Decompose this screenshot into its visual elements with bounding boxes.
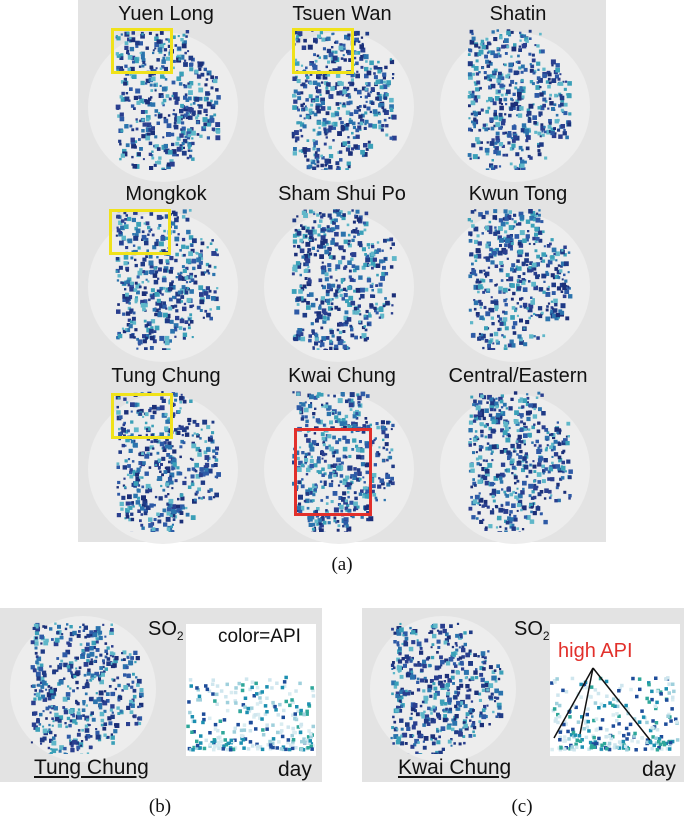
- highlight-box: [109, 209, 171, 255]
- pixel-blob: [467, 209, 573, 350]
- station-label: Mongkok: [125, 183, 207, 205]
- station-label: Shatin: [489, 3, 547, 25]
- station-label: Sham Shui Po: [278, 183, 406, 205]
- daily-timeline: [550, 624, 680, 756]
- station-grid-panel: Yuen Long Tsuen Wan Shatin Mongkok Sham …: [78, 0, 606, 544]
- station-cell[interactable]: Sham Shui Po: [254, 180, 430, 362]
- caption-b: (b): [148, 796, 172, 817]
- station-cell[interactable]: Shatin: [430, 0, 606, 182]
- station-name: Tung Chung: [34, 756, 149, 779]
- detail-panel-kwai-chung: SO2 high API Kwai Chung day: [362, 608, 684, 782]
- daily-timeline: [186, 624, 316, 756]
- station-name: Kwai Chung: [398, 756, 512, 779]
- highlight-box: [292, 28, 354, 74]
- caption-a: (a): [331, 554, 353, 575]
- caption-c: (c): [511, 796, 533, 817]
- pollutant-label: SO2: [148, 618, 184, 643]
- pixel-blob: [115, 30, 221, 170]
- pixel-blob: [115, 391, 221, 532]
- pixel-blob: [390, 622, 504, 754]
- station-cell[interactable]: Kwun Tong: [430, 180, 606, 362]
- highlight-box: [111, 28, 173, 74]
- station-cell[interactable]: Yuen Long: [78, 0, 254, 182]
- annotation-label: high API: [558, 640, 633, 662]
- station-label: Kwun Tong: [468, 183, 568, 205]
- station-cell[interactable]: Tsuen Wan: [254, 0, 430, 182]
- timeline-pixels: [550, 676, 680, 752]
- pollutant-label: SO2: [514, 618, 550, 643]
- pixel-blob: [467, 29, 572, 170]
- station-cell[interactable]: Mongkok: [78, 180, 254, 362]
- pixel-blob: [30, 622, 144, 754]
- pixel-blob: [291, 29, 397, 170]
- pixel-blob: [292, 391, 395, 532]
- station-label: Kwai Chung: [288, 365, 396, 387]
- annotation-lines: [553, 667, 651, 741]
- x-axis-label: day: [642, 758, 676, 781]
- highlight-box: [294, 428, 372, 516]
- x-axis-label: day: [278, 758, 312, 781]
- station-label: Tung Chung: [111, 365, 221, 387]
- timeline-pixels: [186, 675, 316, 752]
- station-cell[interactable]: Tung Chung: [78, 362, 254, 544]
- detail-panel-tung-chung: SO2 color=API Tung Chung day: [0, 608, 322, 782]
- pixel-blob: [468, 391, 573, 532]
- station-label: Central/Eastern: [448, 365, 588, 387]
- station-label: Tsuen Wan: [292, 3, 392, 25]
- pixel-blob: [291, 209, 397, 350]
- station-cell[interactable]: Kwai Chung: [254, 362, 430, 544]
- station-label: Yuen Long: [118, 3, 214, 25]
- station-cell[interactable]: Central/Eastern: [430, 362, 606, 544]
- color-legend-label: color=API: [218, 626, 301, 647]
- highlight-box: [111, 393, 173, 439]
